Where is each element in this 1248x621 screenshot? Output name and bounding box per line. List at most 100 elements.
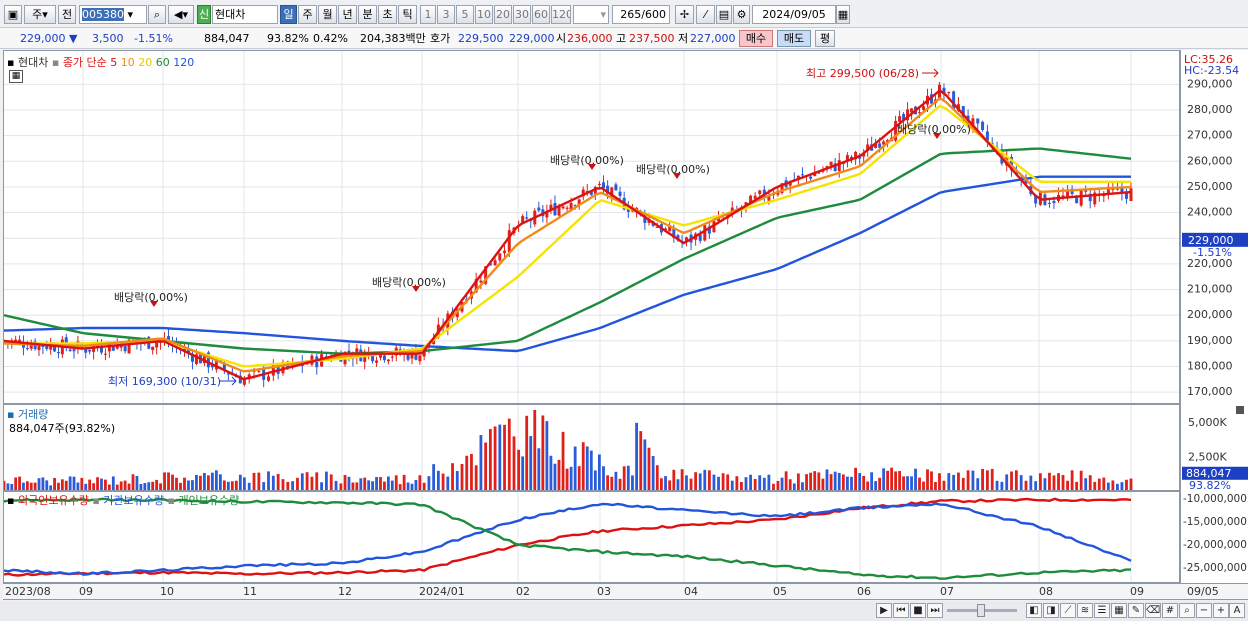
grid-icon[interactable]: #	[1162, 603, 1178, 618]
stock-code-input[interactable]: 005380 ▾	[79, 5, 147, 24]
low-price: 227,000	[690, 32, 736, 45]
font-size-icon[interactable]: A	[1229, 603, 1245, 618]
custom-interval-select[interactable]: ▾	[573, 5, 609, 24]
speaker-icon[interactable]: ◀▾	[168, 5, 194, 24]
sell-button[interactable]: 매도	[777, 30, 811, 47]
calendar-icon[interactable]: ▦	[836, 5, 850, 24]
crosshair-icon[interactable]: ✢	[675, 5, 694, 24]
gear-icon[interactable]: ⚙	[733, 5, 750, 24]
volume-bar	[305, 472, 309, 490]
period-minute[interactable]: 분	[358, 5, 377, 24]
holding-line-1	[4, 502, 1132, 576]
candle-body	[155, 342, 159, 348]
zoom-in-icon[interactable]: +	[1213, 603, 1229, 618]
count-field[interactable]: 265/600	[612, 5, 670, 24]
volume-bar	[45, 480, 49, 490]
zoom-icon[interactable]: ⌕	[1179, 603, 1195, 618]
overlay-icon[interactable]: ◨	[1043, 603, 1059, 618]
buy-button[interactable]: 매수	[739, 30, 773, 47]
volume-bar	[545, 421, 549, 490]
save-icon[interactable]: ▤	[716, 5, 732, 24]
volume-bar	[854, 467, 857, 490]
interval-120[interactable]: 120	[551, 5, 571, 24]
dividend-annotation: 배당락(0.00%)	[897, 123, 971, 136]
y-tick-label: 260,000	[1187, 154, 1233, 167]
first-icon[interactable]: ⏮	[893, 603, 909, 618]
volume-bar	[252, 472, 256, 490]
period-year[interactable]: 년	[338, 5, 357, 24]
interval-60[interactable]: 60	[532, 5, 550, 24]
volume-panel[interactable]: ▪ 거래량 884,047주(93.82%)	[3, 404, 1180, 491]
pattern-icon[interactable]: ≋	[1077, 603, 1093, 618]
type-select[interactable]: 주▾	[24, 5, 56, 24]
candle-body	[668, 226, 672, 232]
period-tick[interactable]: 틱	[398, 5, 417, 24]
candle-body	[1111, 189, 1115, 191]
trend-icon[interactable]: ⟋	[1060, 603, 1076, 618]
price-chart-panel[interactable]: 최고 299,500 (06/28) 최저 169,300 (10/31) 배당락(…	[3, 50, 1180, 404]
volume-bar	[698, 473, 702, 490]
price-chart[interactable]: 최고 299,500 (06/28) 최저 169,300 (10/31) 배당락(…	[4, 51, 1180, 404]
volume-bar	[957, 472, 960, 490]
holdings-axis: -10,000,000 -15,000,000 -20,000,000 -25,000…	[1180, 491, 1248, 583]
scroll-right-icon[interactable]: ▶	[876, 603, 892, 618]
zoom-out-icon[interactable]: −	[1196, 603, 1212, 618]
search-icon[interactable]: ⌕	[148, 5, 166, 24]
volume-bar	[626, 465, 630, 490]
candle-body	[862, 153, 866, 157]
volume-bar	[762, 477, 766, 490]
candle-body	[271, 365, 275, 376]
interval-10[interactable]: 10	[475, 5, 493, 24]
volume-bar	[107, 484, 111, 490]
volume-bar	[1088, 475, 1092, 490]
volume-bar	[131, 474, 135, 490]
volume-bar	[1125, 479, 1128, 490]
interval-20[interactable]: 20	[494, 5, 512, 24]
volume-bar	[573, 446, 577, 490]
prev-button[interactable]: 전	[58, 5, 76, 24]
interval-30[interactable]: 30	[513, 5, 531, 24]
volume-bar	[639, 431, 643, 490]
table-toggle-icon[interactable]: ▦	[9, 70, 23, 83]
stop-icon[interactable]: ■	[910, 603, 926, 618]
y-tick-label: -15,000,000	[1183, 516, 1247, 528]
interval-3[interactable]: 3	[437, 5, 455, 24]
interval-5[interactable]: 5	[456, 5, 474, 24]
list-icon[interactable]: ☰	[1094, 603, 1110, 618]
layout-icon[interactable]: ▣	[4, 5, 22, 24]
period-month[interactable]: 월	[318, 5, 337, 24]
volume-bar	[203, 472, 206, 490]
zoom-slider-handle[interactable]	[977, 604, 985, 617]
volume-bar	[375, 477, 378, 490]
volume-bar	[618, 478, 622, 490]
high-arrow	[922, 68, 939, 78]
period-second[interactable]: 초	[378, 5, 397, 24]
date-field[interactable]: 2024/09/05	[752, 5, 836, 24]
table-icon[interactable]: ▦	[1111, 603, 1127, 618]
volume-chart[interactable]	[4, 405, 1180, 491]
erase-icon[interactable]: ⌫	[1145, 603, 1161, 618]
candle-body	[37, 343, 41, 351]
evaluate-button[interactable]: 평	[815, 30, 835, 47]
volume-bar	[610, 476, 614, 490]
period-week[interactable]: 주	[298, 5, 317, 24]
candle-body	[971, 118, 975, 127]
candle-body	[929, 94, 933, 104]
holdings-chart[interactable]	[4, 492, 1180, 583]
candle-body	[788, 182, 792, 186]
period-day[interactable]: 일	[280, 5, 297, 24]
compare-icon[interactable]: ◧	[1026, 603, 1042, 618]
volume-bar	[1070, 470, 1074, 490]
stock-name-field[interactable]: 현대차	[212, 5, 278, 24]
volume-bar	[379, 477, 382, 490]
interval-1[interactable]: 1	[420, 5, 436, 24]
volume-bar	[744, 477, 748, 490]
volume-bar	[938, 473, 941, 490]
chart-tools-icon[interactable]: ⁄	[696, 5, 715, 24]
holdings-panel[interactable]: ▪ 외국인보유수량 ▪ 기관보유수량 ▪ 개인보유수량	[3, 491, 1180, 583]
volume-bar	[446, 476, 450, 490]
volume-bar	[664, 476, 667, 490]
volume-bar	[1005, 474, 1009, 490]
draw-icon[interactable]: ✎	[1128, 603, 1144, 618]
last-icon[interactable]: ⏭	[927, 603, 943, 618]
